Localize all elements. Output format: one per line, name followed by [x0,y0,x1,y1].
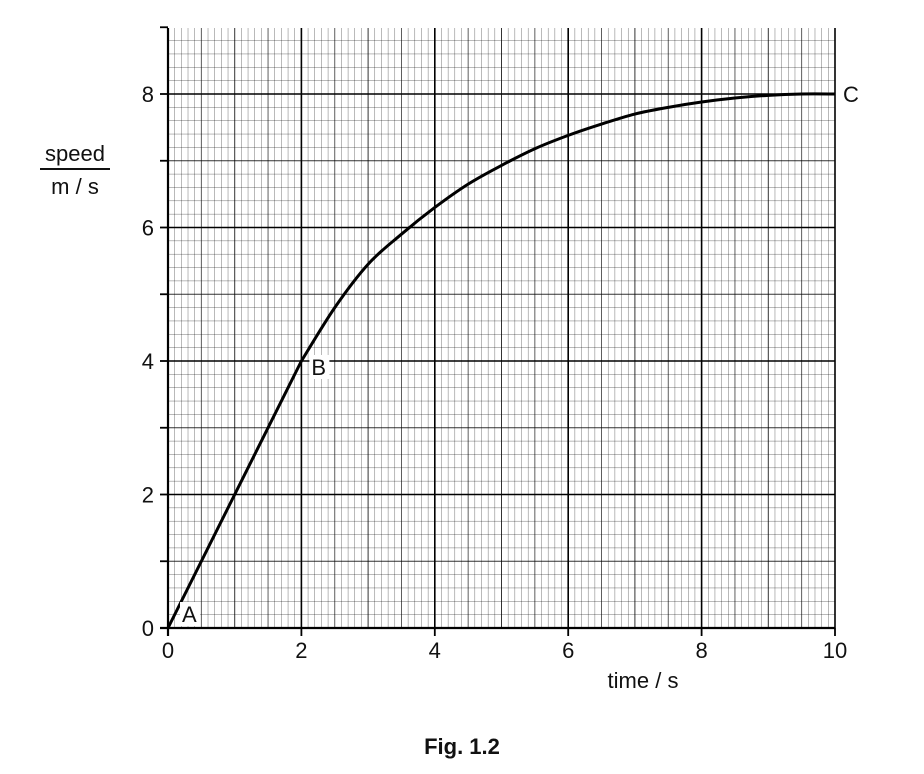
point-label-background [841,82,861,106]
y-tick-label: 4 [142,349,154,374]
x-tick-label: 6 [562,638,574,663]
y-tick-label: 6 [142,216,154,241]
figure-caption: Fig. 1.2 [424,734,500,759]
annotations-layer: A B C [180,82,861,627]
y-tick-label: 2 [142,483,154,508]
x-tick-label: 10 [823,638,847,663]
y-tick-label: 8 [142,82,154,107]
series-layer [166,92,836,629]
point-label-background [309,355,330,379]
y-axis-label-numerator: speed [45,141,105,166]
y-axis-label-denominator: m / s [51,174,99,199]
point-label-background [180,602,200,626]
speed-time-chart: 0 2 4 6 8 10 0 2 4 6 8 A B C time / s speed m / s [40,26,861,693]
grid-layer [167,28,836,629]
x-tick-label: 0 [162,638,174,663]
point-label-c: C [843,82,859,107]
x-axis-label: time / s [608,668,679,693]
point-label-b: B [311,355,326,380]
y-tick-label: 0 [142,616,154,641]
x-tick-label: 4 [429,638,441,663]
point-label-a: A [182,602,197,627]
x-tick-label: 8 [695,638,707,663]
speed-time-curve [166,92,836,629]
axes-layer [160,28,835,636]
tick-labels-layer: 0 2 4 6 8 10 0 2 4 6 8 [142,26,847,663]
x-tick-label: 2 [295,638,307,663]
